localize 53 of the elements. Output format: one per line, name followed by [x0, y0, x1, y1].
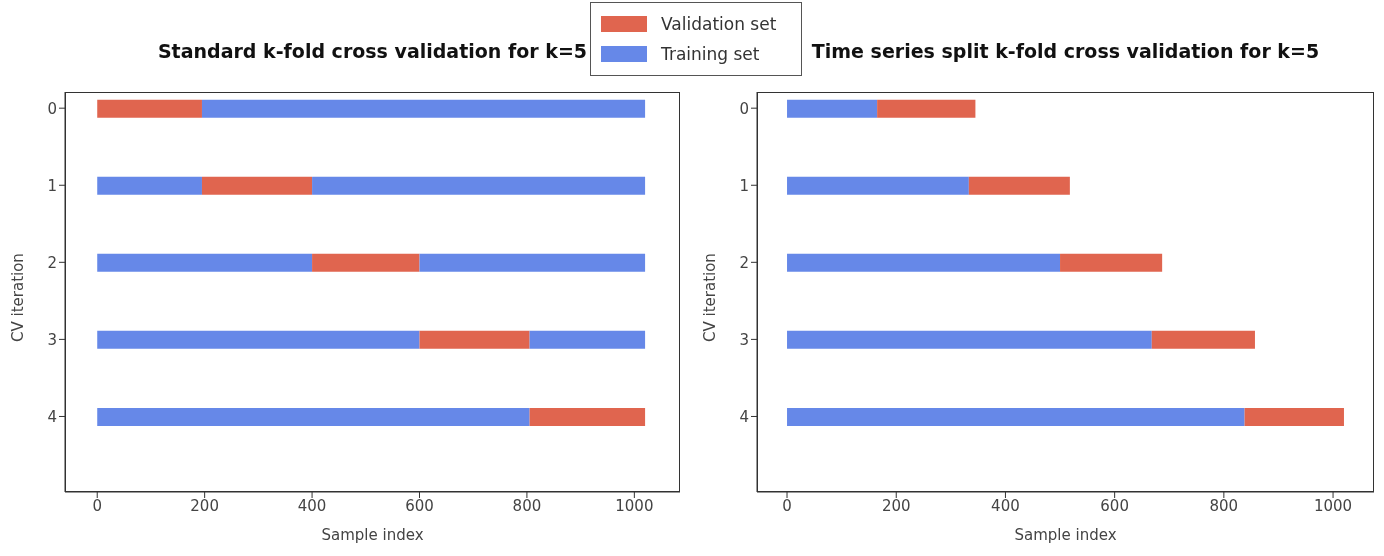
bar: [419, 253, 646, 272]
bar: [201, 176, 313, 195]
y-tick-label: 1: [739, 176, 749, 195]
legend-label: Validation set: [661, 14, 777, 34]
y-tick-label: 0: [47, 99, 57, 118]
chart-title: Time series split k-fold cross validation for k=5: [811, 40, 1320, 62]
y-axis-title: CV iteration: [9, 253, 28, 342]
x-tick-label: 400: [297, 496, 327, 515]
x-tick-label: 400: [991, 496, 1020, 515]
x-tick-label: 1000: [1313, 496, 1353, 515]
bar: [787, 176, 969, 195]
y-axis-title: CV iteration: [701, 253, 720, 342]
y-tick-label: 0: [739, 99, 749, 118]
legend-label: Training set: [661, 44, 760, 64]
x-tick-label: 0: [782, 496, 792, 515]
bar: [877, 99, 976, 118]
bar: [97, 99, 202, 118]
x-axis-title: Sample index: [1014, 526, 1117, 544]
y-tick-label: 2: [47, 253, 57, 272]
bar: [97, 330, 420, 349]
bar: [1244, 407, 1344, 426]
y-tick-label: 1: [47, 176, 57, 195]
x-tick-label: 200: [190, 496, 219, 515]
x-tick-label: 0: [92, 496, 102, 515]
x-tick-label: 1000: [615, 496, 654, 515]
bar: [201, 99, 646, 118]
y-tick-label: 3: [47, 330, 57, 349]
bar: [97, 407, 530, 426]
x-tick-label: 800: [512, 496, 542, 515]
bar: [97, 176, 202, 195]
x-axis-title: Sample index: [321, 526, 424, 544]
bar: [312, 253, 420, 272]
bar: [787, 99, 878, 118]
x-tick-label: 200: [881, 496, 911, 515]
x-tick-label: 800: [1209, 496, 1239, 515]
bar: [529, 330, 646, 349]
bar: [419, 330, 530, 349]
bar: [787, 407, 1245, 426]
bar: [529, 407, 646, 426]
y-tick-label: 4: [47, 407, 57, 426]
bar: [1060, 253, 1163, 272]
chart-title: Standard k-fold cross validation for k=5: [157, 40, 588, 62]
x-tick-label: 600: [405, 496, 434, 515]
y-tick-label: 4: [739, 407, 749, 426]
y-tick-label: 3: [739, 330, 749, 349]
y-tick-label: 2: [739, 253, 749, 272]
bar: [97, 253, 313, 272]
bar: [312, 176, 646, 195]
bar: [787, 330, 1152, 349]
bar: [968, 176, 1070, 195]
bar: [787, 253, 1061, 272]
bar: [1151, 330, 1255, 349]
x-tick-label: 600: [1100, 496, 1129, 515]
